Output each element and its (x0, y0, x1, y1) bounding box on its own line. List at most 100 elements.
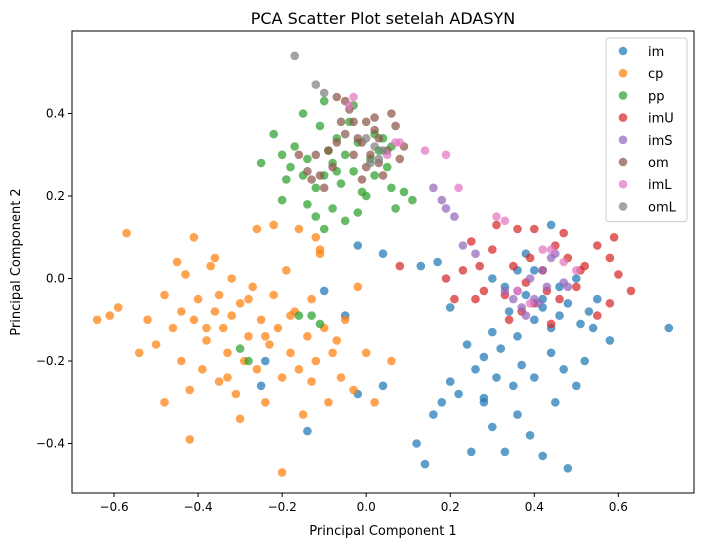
point-im-32 (572, 381, 581, 391)
point-om-4 (328, 162, 337, 172)
point-imU-1 (614, 270, 623, 279)
point-cp-0 (92, 315, 102, 325)
point-imU-18 (488, 245, 497, 254)
point-im-60 (492, 373, 501, 382)
point-cp-12 (185, 385, 194, 395)
x-tick-label: −0.2 (268, 500, 297, 514)
point-im-41 (530, 266, 539, 275)
point-im-16 (471, 365, 480, 374)
point-cp-63 (235, 414, 245, 424)
point-cp-8 (168, 323, 178, 333)
x-tick-label: 0.4 (525, 500, 544, 514)
point-cp-26 (244, 332, 253, 341)
point-imS-16 (563, 282, 573, 292)
point-cp-24 (235, 299, 245, 308)
point-cp-7 (160, 290, 169, 300)
point-imU-21 (467, 237, 476, 246)
point-cp-35 (282, 266, 291, 275)
point-pp-47 (256, 158, 266, 168)
legend-marker-pp (618, 91, 628, 100)
point-im-5 (563, 299, 573, 308)
point-pp-41 (294, 311, 304, 320)
point-imL-15 (349, 92, 358, 102)
point-omL-1 (311, 80, 321, 89)
point-imU-29 (559, 228, 568, 238)
point-im-1 (605, 336, 615, 345)
point-imL-8 (538, 245, 547, 254)
point-om-30 (370, 113, 379, 122)
y-tick-label: −0.2 (36, 354, 65, 368)
point-pp-6 (311, 183, 321, 193)
point-pp-38 (307, 311, 316, 320)
point-imU-7 (555, 294, 564, 304)
point-om-2 (311, 150, 321, 160)
point-imL-5 (345, 101, 354, 110)
point-im-30 (551, 398, 560, 407)
point-imS-13 (441, 204, 451, 213)
point-im-4 (576, 319, 585, 329)
point-im-26 (500, 447, 510, 457)
point-om-16 (378, 171, 388, 180)
x-tick-label: 0.6 (609, 500, 628, 514)
point-pp-26 (328, 204, 337, 213)
point-im-19 (445, 377, 455, 386)
point-cp-33 (273, 323, 283, 333)
point-cp-31 (265, 340, 274, 349)
point-im-36 (530, 373, 539, 382)
point-pp-27 (340, 216, 350, 226)
point-cp-62 (189, 233, 199, 242)
legend-label-cp: cp (648, 67, 663, 82)
point-cp-50 (353, 282, 363, 292)
x-tick-label: −0.4 (184, 500, 213, 514)
x-tick-label: 0.0 (357, 500, 376, 514)
point-im-21 (429, 410, 438, 419)
point-pp-35 (353, 208, 363, 217)
point-om-14 (370, 125, 379, 135)
point-cp-19 (214, 377, 224, 386)
point-cp-20 (219, 323, 228, 333)
point-cp-65 (227, 311, 236, 320)
point-omL-6 (374, 154, 384, 164)
point-im-15 (479, 352, 489, 362)
point-pp-15 (349, 167, 358, 176)
point-pp-13 (340, 150, 350, 160)
point-cp-17 (206, 261, 215, 271)
point-cp-46 (328, 348, 337, 358)
point-im-38 (467, 447, 476, 457)
point-cp-21 (223, 348, 232, 358)
point-imU-20 (475, 261, 485, 271)
point-imU-23 (450, 294, 459, 304)
point-om-31 (357, 175, 367, 184)
point-cp-16 (202, 336, 211, 345)
point-imU-30 (530, 224, 539, 234)
point-cp-74 (223, 373, 232, 382)
point-imL-14 (391, 138, 400, 147)
point-im-59 (479, 393, 489, 403)
point-pp-24 (311, 212, 321, 221)
point-im-6 (555, 311, 564, 320)
point-pp-0 (269, 129, 279, 139)
point-pp-2 (286, 162, 295, 172)
point-imU-12 (525, 253, 535, 263)
point-im-54 (261, 356, 270, 366)
point-omL-2 (319, 88, 329, 98)
point-im-35 (559, 365, 568, 374)
point-im-53 (256, 381, 266, 391)
point-im-47 (445, 303, 455, 312)
point-imU-22 (458, 266, 468, 275)
point-cp-45 (324, 398, 333, 407)
point-cp-22 (227, 274, 236, 283)
point-cp-68 (261, 332, 270, 341)
point-im-57 (353, 241, 363, 250)
legend-marker-im (618, 46, 628, 56)
point-cp-52 (370, 398, 379, 407)
point-pp-37 (315, 319, 325, 329)
point-cp-10 (177, 356, 186, 366)
point-im-17 (462, 340, 472, 349)
point-cp-34 (277, 373, 287, 382)
point-pp-21 (382, 162, 392, 172)
point-im-37 (509, 381, 518, 391)
point-cp-15 (198, 365, 207, 374)
point-cp-69 (286, 311, 295, 320)
